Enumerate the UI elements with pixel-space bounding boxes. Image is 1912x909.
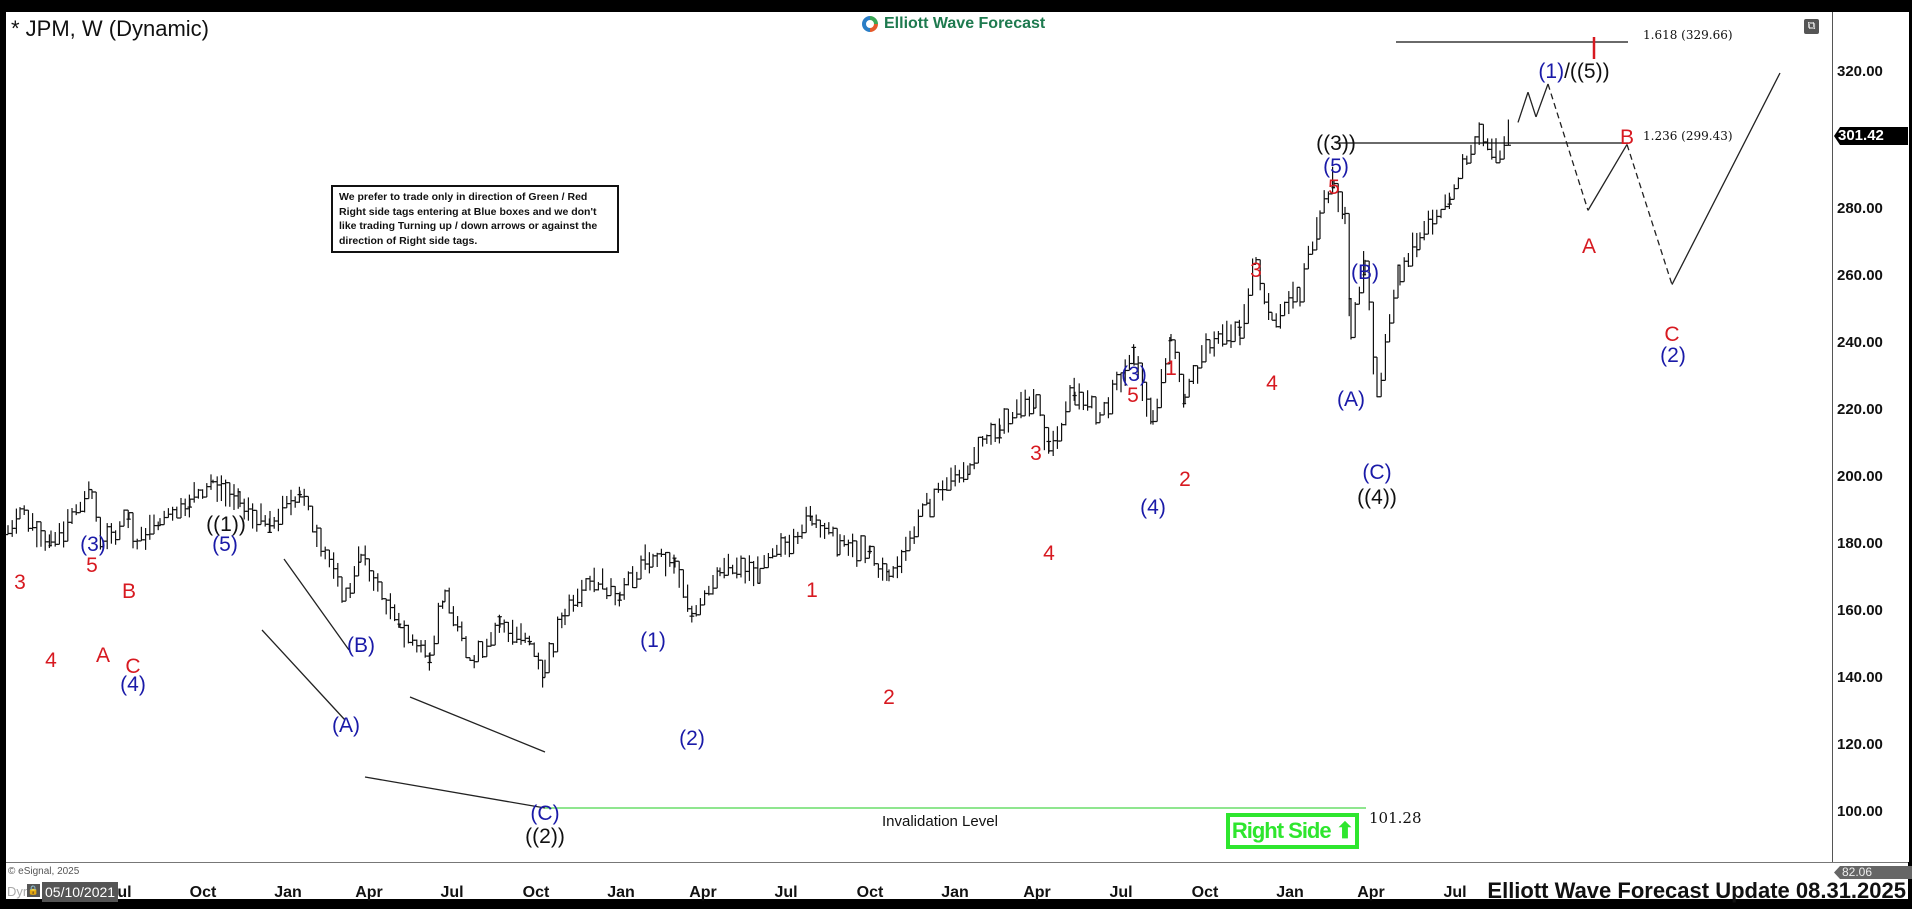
wave-label: (3) bbox=[1121, 363, 1147, 386]
trading-note-box: We prefer to trade only in direction of … bbox=[331, 185, 619, 253]
channel-upper-line bbox=[283, 558, 350, 651]
time-tick: Oct bbox=[189, 884, 217, 901]
wave-label: ((4)) bbox=[1357, 486, 1397, 509]
time-tick: Jul bbox=[774, 884, 798, 901]
low-marker-tag: 82.06 bbox=[1834, 866, 1912, 879]
time-tick: Jul bbox=[440, 884, 464, 901]
invalidation-value: 101.28 bbox=[1369, 809, 1422, 827]
wave-label: (B) bbox=[347, 634, 375, 657]
wave-label: (4) bbox=[120, 673, 146, 696]
wave-label: 5 bbox=[1328, 176, 1340, 199]
chart-plot-area[interactable] bbox=[6, 12, 1832, 862]
projection-path bbox=[1517, 72, 1781, 285]
wave-label-target: (1)/((5)) bbox=[1538, 60, 1610, 83]
copyright-text: © eSignal, 2025 bbox=[8, 866, 80, 877]
wave-label: (C) bbox=[1362, 461, 1392, 484]
right-side-label: Right Side bbox=[1231, 818, 1332, 843]
wave-label: (5) bbox=[1323, 155, 1349, 178]
time-tick: Apr bbox=[355, 884, 383, 901]
wave-label: 4 bbox=[45, 649, 57, 672]
wedge-lower-line bbox=[364, 776, 546, 809]
price-tick: 280.00 bbox=[1837, 200, 1883, 217]
wave-label: B bbox=[1619, 126, 1635, 149]
brand-logo-icon bbox=[862, 16, 878, 32]
wave-label: 2 bbox=[1179, 468, 1191, 491]
start-date-box[interactable]: 05/10/2021 bbox=[42, 882, 119, 902]
wave-label: (2) bbox=[679, 727, 705, 750]
ohlc-bars bbox=[5, 119, 1511, 688]
invalidation-label: Invalidation Level bbox=[882, 813, 998, 830]
price-tick: 160.00 bbox=[1837, 602, 1883, 619]
wave-label: A bbox=[1581, 235, 1597, 258]
wave-label: 5 bbox=[86, 554, 98, 577]
wave-label: 4 bbox=[1043, 542, 1055, 565]
wave-label: 4 bbox=[1266, 372, 1278, 395]
time-tick: Jan bbox=[1276, 884, 1304, 901]
time-tick: Jul bbox=[1109, 884, 1133, 901]
arrow-up-icon: ⬆ bbox=[1335, 818, 1354, 843]
time-tick: Oct bbox=[856, 884, 884, 901]
time-tick: Oct bbox=[522, 884, 550, 901]
wave-label: (4) bbox=[1140, 496, 1166, 519]
wave-label: C bbox=[125, 655, 141, 678]
time-tick: Oct bbox=[1191, 884, 1219, 901]
wave-label: (2) bbox=[1660, 344, 1686, 367]
wave-label: 3 bbox=[1250, 259, 1262, 282]
current-price-tag: 301.42 bbox=[1834, 127, 1908, 145]
time-tick: Jul bbox=[1443, 884, 1467, 901]
price-tick: 240.00 bbox=[1837, 334, 1883, 351]
wave-label: 1 bbox=[1165, 357, 1177, 380]
price-axis[interactable] bbox=[1832, 12, 1909, 862]
price-tick: 180.00 bbox=[1837, 535, 1883, 552]
price-tick: 200.00 bbox=[1837, 468, 1883, 485]
wave-label: 3 bbox=[14, 571, 26, 594]
wave-label: (B) bbox=[1351, 261, 1379, 284]
wave-label: ((2)) bbox=[525, 825, 565, 848]
restore-window-icon[interactable]: ⧉ bbox=[1804, 19, 1819, 34]
wave-label: 2 bbox=[883, 686, 895, 709]
price-tick: 140.00 bbox=[1837, 669, 1883, 686]
brand-logo: Elliott Wave Forecast bbox=[860, 14, 1045, 34]
wedge-upper-line bbox=[409, 696, 546, 753]
wave-label: 3 bbox=[1030, 442, 1042, 465]
wave-label: (5) bbox=[212, 533, 238, 556]
price-tick: 260.00 bbox=[1837, 267, 1883, 284]
price-tick: 220.00 bbox=[1837, 401, 1883, 418]
time-tick: Apr bbox=[1357, 884, 1385, 901]
time-tick: Apr bbox=[1023, 884, 1051, 901]
channel-lower-line bbox=[261, 629, 346, 721]
time-tick: Apr bbox=[689, 884, 717, 901]
price-tick: 320.00 bbox=[1837, 63, 1883, 80]
wave-label: 5 bbox=[1127, 384, 1139, 407]
wave-label: A bbox=[95, 644, 111, 667]
price-tick: 120.00 bbox=[1837, 736, 1883, 753]
lock-icon[interactable]: 🔒 bbox=[27, 884, 40, 897]
time-tick: Jan bbox=[274, 884, 302, 901]
wave-label: (A) bbox=[332, 714, 360, 737]
wave-label: ((3)) bbox=[1316, 132, 1356, 155]
fib-1236-label: 1.236 (299.43) bbox=[1643, 129, 1733, 143]
wave-label: (1) bbox=[640, 629, 666, 652]
time-tick: Jan bbox=[607, 884, 635, 901]
update-title: Elliott Wave Forecast Update 08.31.2025 bbox=[1487, 878, 1906, 903]
wave-label: (C) bbox=[530, 802, 560, 825]
time-tick: Jan bbox=[941, 884, 969, 901]
wave-label: C bbox=[1664, 323, 1680, 346]
wave-label: 1 bbox=[806, 579, 818, 602]
fib-1618-label: 1.618 (329.66) bbox=[1643, 28, 1733, 42]
brand-name: Elliott Wave Forecast bbox=[884, 15, 1046, 32]
wave-label: (A) bbox=[1337, 388, 1365, 411]
dyn-label: Dyn bbox=[7, 884, 31, 899]
right-side-tag: Right Side ⬆ bbox=[1226, 813, 1359, 849]
wave-label: (3) bbox=[80, 533, 106, 556]
price-tick: 100.00 bbox=[1837, 803, 1883, 820]
wave-label: B bbox=[121, 580, 137, 603]
time-axis[interactable] bbox=[6, 862, 1908, 899]
chart-title: * JPM, W (Dynamic) bbox=[11, 16, 209, 41]
wave-label: ((1)) bbox=[206, 513, 246, 536]
